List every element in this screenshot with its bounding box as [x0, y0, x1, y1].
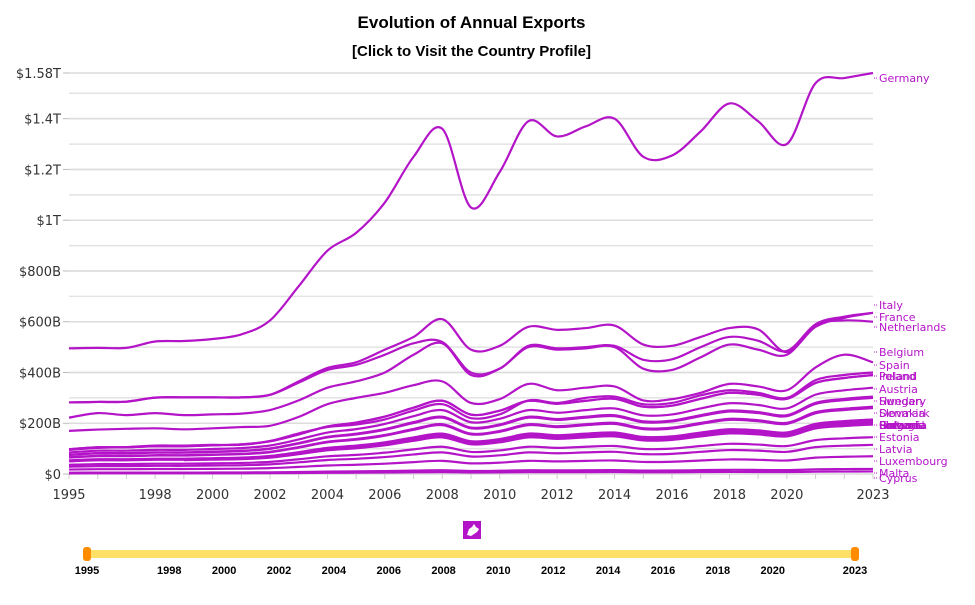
x-tick-label: 2006 — [368, 488, 401, 503]
y-tick-label: $1.2T — [24, 163, 61, 178]
slider-tick-label: 2002 — [267, 565, 291, 577]
slider-tick-label: 1995 — [75, 565, 99, 577]
x-tick-label: 2010 — [483, 488, 516, 503]
series-label-latvia[interactable]: Latvia — [879, 443, 913, 456]
series-line-luxembourg[interactable] — [68, 455, 874, 471]
x-tick-label: 2014 — [598, 488, 631, 503]
series-line-slovakia[interactable] — [68, 406, 874, 459]
series-line-cyprus[interactable] — [68, 470, 874, 475]
x-tick-label: 2000 — [196, 488, 229, 503]
x-tick-label: 1998 — [139, 488, 172, 503]
series-label-austria[interactable]: Austria — [879, 383, 918, 396]
slider-tick-label: 1998 — [157, 565, 181, 577]
x-axis: 1995 1998 2000 2002 2004 2006 2008 2010 2012 2014… — [52, 474, 890, 503]
series-label-ireland[interactable]: Ireland — [879, 370, 917, 383]
y-tick-label: $800B — [19, 265, 61, 280]
x-tick-label: 2018 — [713, 488, 746, 503]
series-line-hungary[interactable] — [68, 396, 874, 457]
slider-track[interactable] — [87, 550, 855, 558]
series-line-bulgaria[interactable] — [183, 423, 874, 462]
chart-title: Evolution of Annual Exports — [357, 13, 586, 32]
x-tick-label: 2012 — [541, 488, 574, 503]
series-line-latvia[interactable] — [68, 443, 874, 468]
series-line-italy[interactable] — [68, 311, 874, 404]
y-tick-label: $600B — [19, 316, 61, 331]
series-label-slovakia[interactable]: Slovakia — [879, 407, 925, 420]
x-tick-label: 2008 — [426, 488, 459, 503]
series-label-malta[interactable]: Malta — [879, 467, 909, 480]
x-tick-label: 2002 — [253, 488, 286, 503]
eu-map-icon[interactable] — [463, 521, 481, 539]
y-tick-label: $1.4T — [24, 113, 61, 128]
series-label-denmark[interactable]: Denmark — [879, 407, 930, 420]
series-label-slovenia[interactable]: Slovenia — [879, 419, 926, 432]
series-label-netherlands[interactable]: Netherlands — [879, 321, 946, 334]
slider-tick-label: 2000 — [212, 565, 236, 577]
y-tick-label: $1T — [37, 214, 62, 229]
slider-tick-label: 2014 — [596, 565, 621, 577]
series-label-finland[interactable]: Finland — [879, 419, 918, 432]
series-line-austria[interactable] — [68, 386, 874, 454]
series-line-france[interactable] — [68, 311, 874, 404]
grid-lines — [69, 72, 873, 475]
series-label-sweden[interactable]: Sweden — [879, 395, 922, 408]
series-label-greece[interactable]: Greece — [879, 419, 918, 432]
x-tick-label: 2016 — [655, 488, 688, 503]
y-tick-label: $200B — [19, 417, 61, 432]
series-label-bulgaria[interactable]: Bulgaria — [879, 419, 925, 432]
series-label-belgium[interactable]: Belgium — [879, 346, 924, 359]
slider-handle-end[interactable] — [851, 547, 859, 561]
x-tick-label: 2023 — [856, 488, 889, 503]
series-label-estonia[interactable]: Estonia — [879, 431, 920, 444]
slider-handle-start[interactable] — [83, 547, 91, 561]
series-line-germany[interactable] — [68, 71, 874, 350]
slider-tick-label: 2020 — [760, 565, 784, 577]
slider-tick-label: 2010 — [486, 565, 510, 577]
series-line-belgium[interactable] — [68, 353, 874, 432]
x-tick-label: 2020 — [770, 488, 803, 503]
slider-tick-label: 2016 — [651, 565, 675, 577]
series-label-germany[interactable]: Germany — [879, 72, 930, 85]
x-tick-label: 1995 — [52, 488, 85, 503]
slider-tick-label: 2018 — [706, 565, 730, 577]
slider-tick-label: 2006 — [376, 565, 400, 577]
y-tick-label: $1.58T — [16, 67, 61, 82]
y-tick-label: $400B — [19, 366, 61, 381]
series-label-portugal[interactable]: Portugal — [879, 419, 925, 432]
y-tick-label: $0 — [44, 468, 61, 483]
series-label-cyprus[interactable]: Cyprus — [879, 472, 918, 485]
slider-tick-label: 2004 — [322, 565, 347, 577]
series-label-hungary[interactable]: Hungary — [879, 395, 926, 408]
series-label-poland[interactable]: Poland — [879, 370, 916, 383]
series-line-netherlands[interactable] — [68, 319, 874, 419]
series-label-luxembourg[interactable]: Luxembourg — [879, 455, 948, 468]
series-label-italy[interactable]: Italy — [879, 299, 903, 312]
series-label-spain[interactable]: Spain — [879, 359, 910, 372]
series-line-ireland[interactable] — [68, 373, 874, 451]
series-label-france[interactable]: France — [879, 311, 916, 324]
chart-subtitle-link[interactable]: [Click to Visit the Country Profile] — [352, 43, 591, 60]
y-axis: $0 $200B $400B $600B $800B $1T $1.2T $1.4T $1.58… — [16, 67, 69, 483]
series-label-romania[interactable]: Romania — [879, 419, 927, 432]
year-range-slider: 1995 1998 2000 2002 2004 2006 2008 2010 2012 2014… — [75, 521, 867, 577]
series-lines — [68, 71, 874, 475]
x-tick-label: 2004 — [311, 488, 344, 503]
slider-tick-label: 2012 — [541, 565, 565, 577]
series-line-estonia[interactable] — [68, 436, 874, 466]
slider-tick-label: 2008 — [431, 565, 455, 577]
slider-tick-label: 2023 — [843, 565, 867, 577]
